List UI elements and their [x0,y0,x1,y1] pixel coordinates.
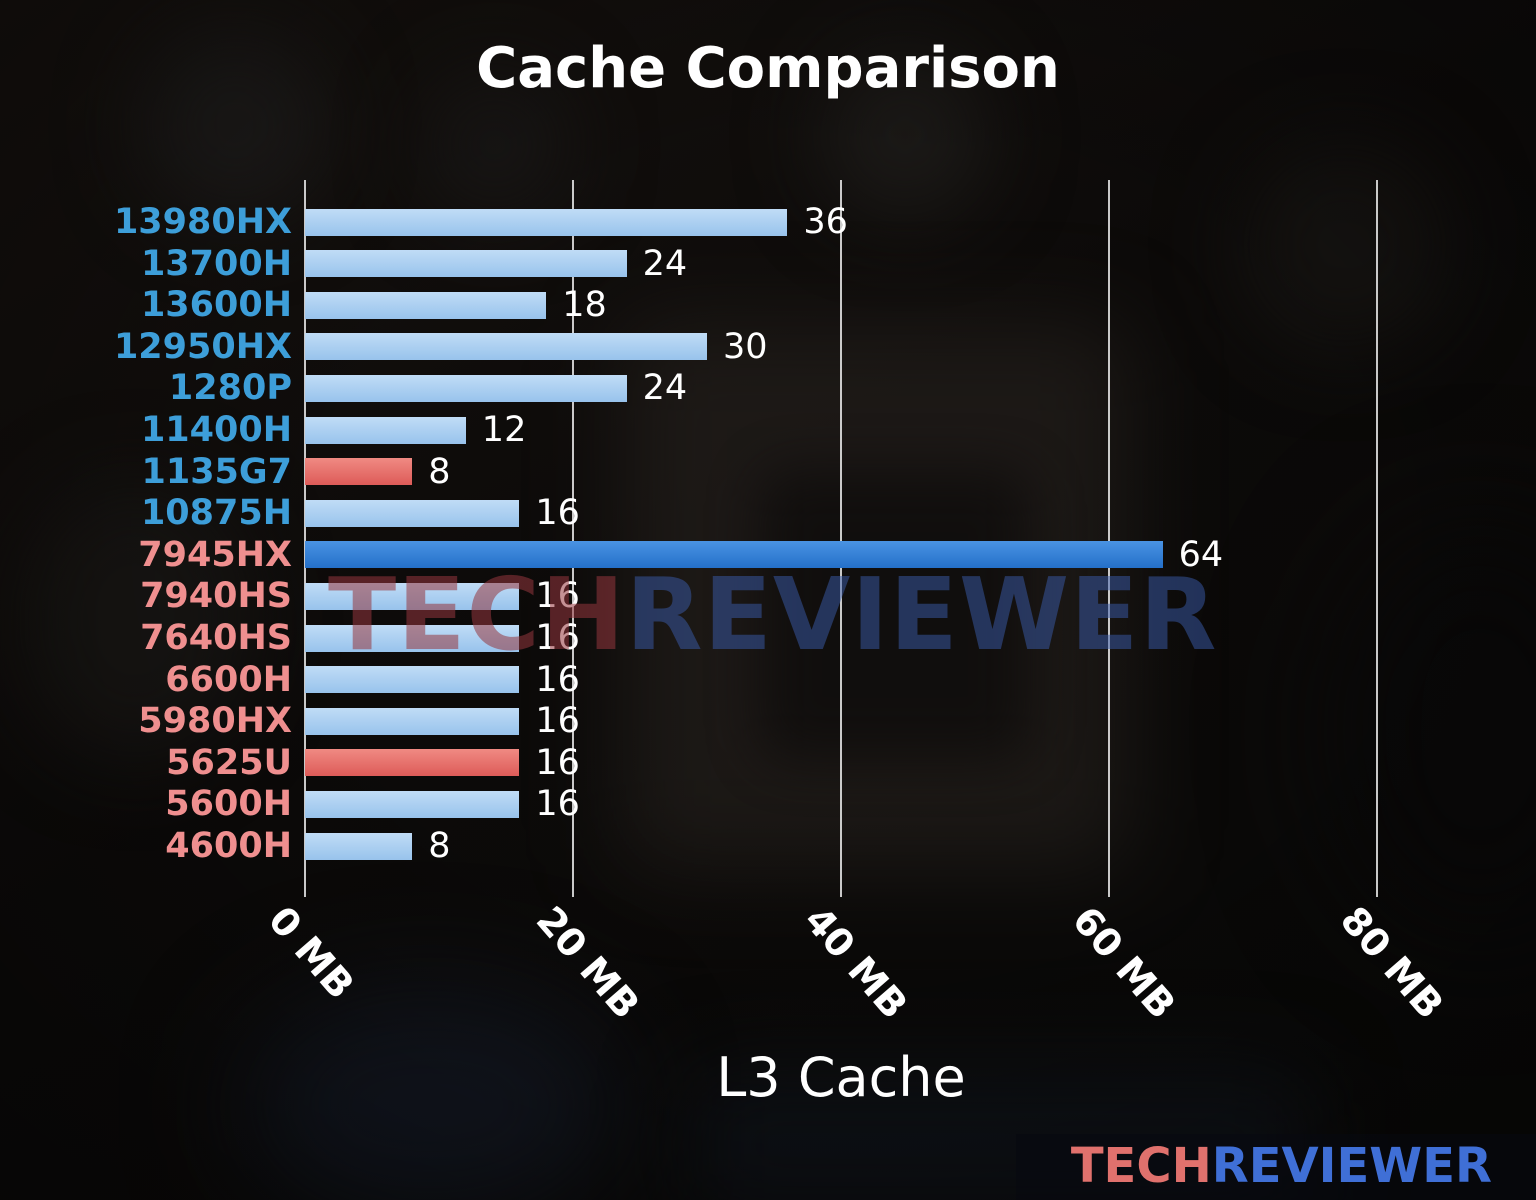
value-label: 16 [535,659,580,700]
bar [305,291,547,319]
category-label: 13600H [140,285,292,326]
category-label: 13980HX [113,202,292,242]
decorative-blob [420,70,570,220]
x-axis-tick [1376,885,1378,897]
bar [305,458,413,486]
value-label: 16 [535,784,580,825]
bar [305,582,520,610]
value-label: 8 [428,451,451,492]
x-axis-tick [572,885,574,897]
x-axis-tick [1108,885,1110,897]
chart-title: Cache Comparison [476,36,1060,101]
value-label: 16 [535,742,580,783]
bar [305,416,466,444]
value-label: 16 [535,618,580,658]
decorative-blob [140,30,330,220]
brand-reviewer-text: REVIEWER [1211,1138,1492,1194]
brand-logo: TECHREVIEWER [1071,1138,1492,1194]
bar [305,374,627,402]
decorative-blob [20,480,250,760]
value-label: 16 [535,701,580,742]
bar [305,624,520,652]
value-label: 12 [481,410,527,450]
category-label: 5980HX [138,701,292,742]
decorative-blob [240,990,620,1200]
gridline [1108,180,1110,885]
category-label: 7945HX [138,534,292,575]
category-label: 1280P [168,368,292,409]
x-tick-label: 20 MB [527,898,649,1028]
bar [305,333,707,361]
x-tick-label: 0 MB [259,898,363,1008]
brand-tech-text: TECH [1070,1138,1212,1194]
category-label: 12950HX [113,326,292,367]
value-label: 8 [428,826,451,866]
value-label: 24 [642,368,688,409]
bar [305,208,788,236]
category-label: 4600H [165,826,292,866]
category-label: 7640HS [140,618,292,658]
x-tick-label: 60 MB [1063,898,1185,1028]
bar [305,749,520,777]
bar [305,541,1163,569]
bar [305,666,520,694]
category-label: 6600H [165,659,292,700]
gridline [304,180,306,885]
cpu-die-blur [760,470,1030,760]
bar [305,707,520,735]
brand-strip [1016,1134,1536,1200]
category-label: 11400H [140,410,292,450]
value-label: 64 [1178,534,1224,575]
category-label: 10875H [140,493,292,534]
x-axis-tick [304,885,306,897]
value-label: 30 [723,326,768,367]
gridline [572,180,574,885]
gridline [840,180,842,885]
decorative-blob [1240,140,1450,350]
bar [305,790,520,818]
value-label: 24 [642,243,688,284]
x-tick-label: 80 MB [1331,898,1453,1028]
bar [305,250,627,278]
category-label: 7940HS [140,576,292,617]
category-label: 1135G7 [141,451,293,492]
bar [305,499,520,527]
value-label: 18 [562,285,607,326]
decorative-blob [820,50,990,220]
bar [305,832,413,860]
value-label: 16 [535,493,580,534]
category-label: 5625U [166,742,292,783]
gridline [1376,180,1378,885]
value-label: 16 [535,576,580,617]
x-tick-label: 40 MB [795,898,917,1028]
value-label: 36 [803,202,848,242]
category-label: 5600H [165,784,292,825]
x-axis-label: L3 Cache [716,1046,966,1109]
category-label: 13700H [140,243,292,284]
x-axis-tick [840,885,842,897]
